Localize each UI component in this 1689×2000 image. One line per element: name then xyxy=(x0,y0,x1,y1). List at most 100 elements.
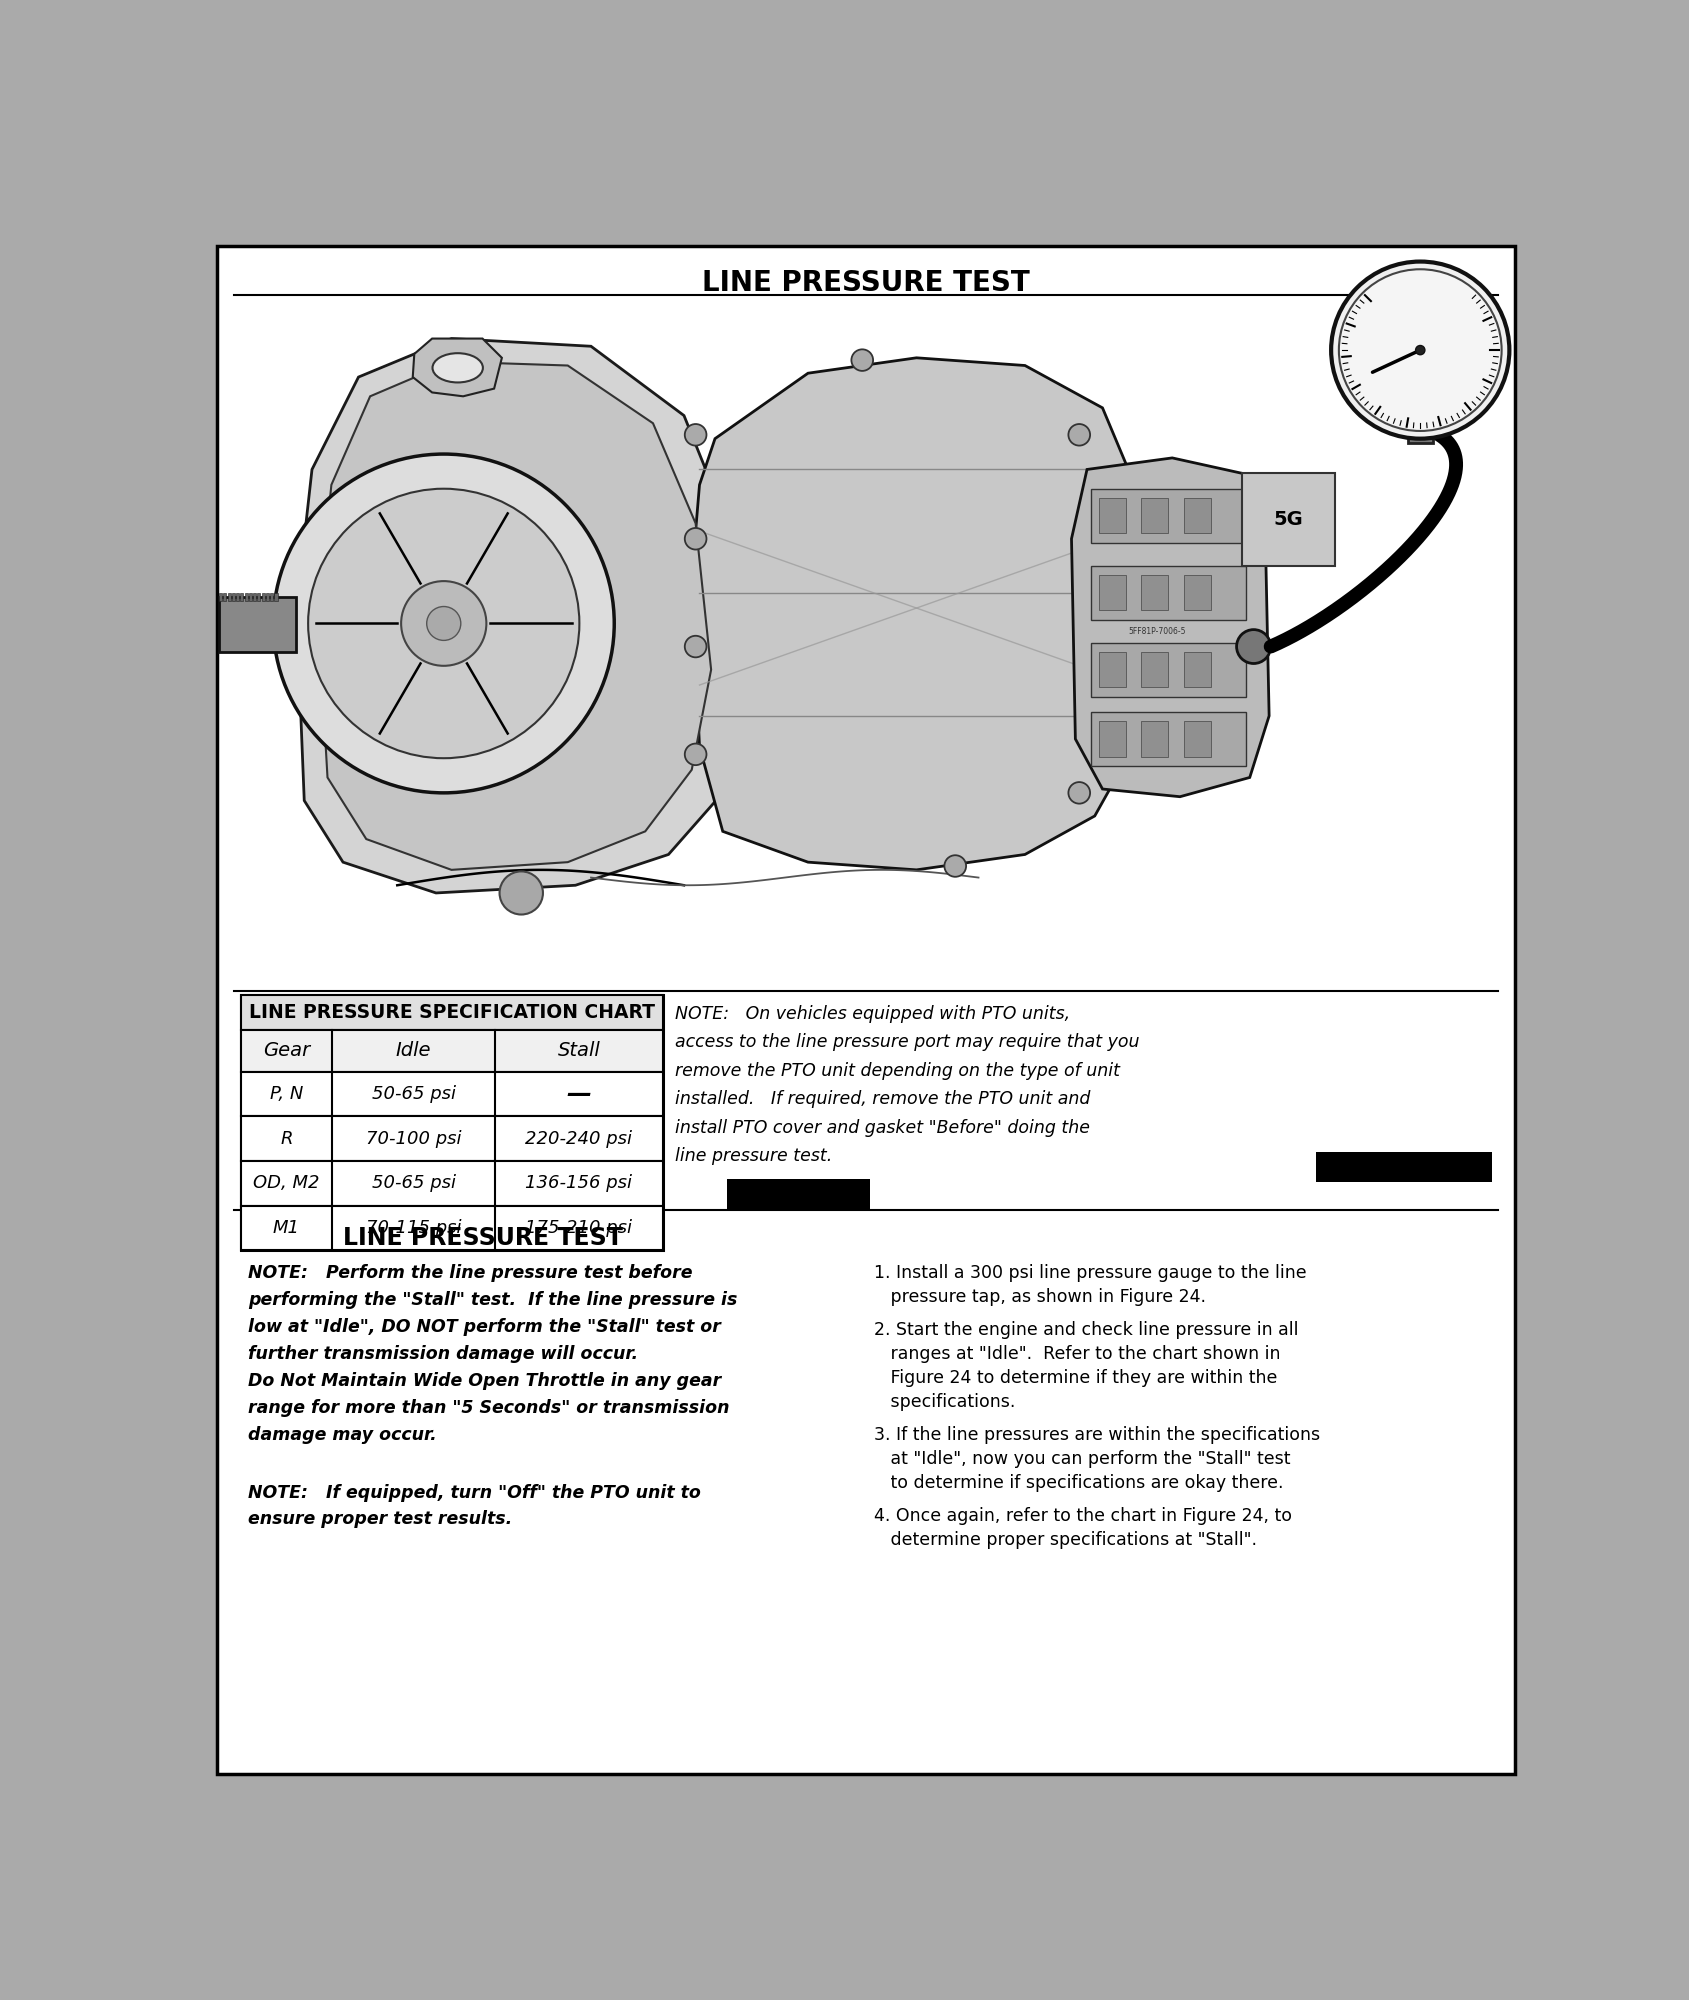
Circle shape xyxy=(400,582,486,666)
Bar xyxy=(1140,722,1167,756)
Circle shape xyxy=(1338,270,1502,430)
Bar xyxy=(1140,498,1167,534)
Circle shape xyxy=(684,528,706,550)
Text: low at "Idle", DO NOT perform the "Stall" test or: low at "Idle", DO NOT perform the "Stall… xyxy=(248,1318,721,1336)
Bar xyxy=(1140,574,1167,610)
Bar xyxy=(240,1206,662,1250)
Text: 5G: 5G xyxy=(1274,510,1302,530)
Text: ensure proper test results.: ensure proper test results. xyxy=(248,1510,512,1528)
Text: remove the PTO unit depending on the type of unit: remove the PTO unit depending on the typ… xyxy=(674,1062,1120,1080)
Polygon shape xyxy=(296,338,745,892)
Polygon shape xyxy=(1071,458,1268,796)
Polygon shape xyxy=(691,358,1149,870)
Circle shape xyxy=(851,350,873,370)
Bar xyxy=(262,592,265,602)
Text: further transmission damage will occur.: further transmission damage will occur. xyxy=(248,1344,638,1362)
Text: 5FF81P-7006-5: 5FF81P-7006-5 xyxy=(1127,626,1184,636)
Text: specifications.: specifications. xyxy=(873,1392,1015,1410)
Circle shape xyxy=(944,856,966,876)
Text: 50-65 psi: 50-65 psi xyxy=(372,1084,456,1102)
Circle shape xyxy=(1236,630,1270,664)
Text: —: — xyxy=(566,1082,591,1106)
Bar xyxy=(1140,652,1167,688)
Text: access to the line pressure port may require that you: access to the line pressure port may req… xyxy=(674,1034,1138,1052)
Text: OD, M2: OD, M2 xyxy=(253,1174,319,1192)
Bar xyxy=(1098,574,1125,610)
Text: 1. Install a 300 psi line pressure gauge to the line: 1. Install a 300 psi line pressure gauge… xyxy=(873,1264,1306,1282)
Bar xyxy=(1241,474,1334,566)
Circle shape xyxy=(1067,782,1089,804)
Text: LINE PRESSURE SPECIFICATION CHART: LINE PRESSURE SPECIFICATION CHART xyxy=(248,1002,655,1022)
Text: P, N: P, N xyxy=(270,1084,302,1102)
Text: LINE PRESSURE TEST: LINE PRESSURE TEST xyxy=(703,270,1029,298)
Bar xyxy=(240,1116,662,1160)
Bar xyxy=(1089,712,1245,766)
Bar xyxy=(253,592,257,602)
Text: line pressure test.: line pressure test. xyxy=(674,1148,831,1166)
Text: install PTO cover and gasket "Before" doing the: install PTO cover and gasket "Before" do… xyxy=(674,1118,1089,1136)
Bar xyxy=(231,592,235,602)
Text: NOTE:   If equipped, turn "Off" the PTO unit to: NOTE: If equipped, turn "Off" the PTO un… xyxy=(248,1484,701,1502)
Text: 4. Once again, refer to the chart in Figure 24, to: 4. Once again, refer to the chart in Fig… xyxy=(873,1506,1290,1524)
Text: range for more than "5 Seconds" or transmission: range for more than "5 Seconds" or trans… xyxy=(248,1398,730,1416)
Bar xyxy=(265,592,269,602)
Text: 70-100 psi: 70-100 psi xyxy=(365,1130,461,1148)
Text: Idle: Idle xyxy=(395,1042,431,1060)
Text: 70-115 psi: 70-115 psi xyxy=(365,1218,461,1236)
Bar xyxy=(240,994,662,1030)
Text: 136-156 psi: 136-156 psi xyxy=(525,1174,632,1192)
Text: at "Idle", now you can perform the "Stall" test: at "Idle", now you can perform the "Stal… xyxy=(873,1450,1290,1468)
Bar xyxy=(220,592,221,602)
Bar xyxy=(1098,652,1125,688)
Text: 220-240 psi: 220-240 psi xyxy=(525,1130,632,1148)
Bar xyxy=(274,592,277,602)
Text: ranges at "Idle".  Refer to the chart shown in: ranges at "Idle". Refer to the chart sho… xyxy=(873,1344,1280,1362)
Bar xyxy=(240,994,662,1250)
Text: 3. If the line pressures are within the specifications: 3. If the line pressures are within the … xyxy=(873,1426,1319,1444)
Circle shape xyxy=(500,872,542,914)
Bar xyxy=(257,592,260,602)
Ellipse shape xyxy=(432,354,483,382)
Bar xyxy=(1098,498,1125,534)
Bar xyxy=(1089,566,1245,620)
Bar xyxy=(248,592,252,602)
Text: 175-210 psi: 175-210 psi xyxy=(525,1218,632,1236)
Text: installed.   If required, remove the PTO unit and: installed. If required, remove the PTO u… xyxy=(674,1090,1089,1108)
Bar xyxy=(1098,722,1125,756)
Text: Gear: Gear xyxy=(263,1042,309,1060)
Bar xyxy=(1184,722,1211,756)
Bar xyxy=(240,1160,662,1206)
Text: determine proper specifications at "Stall".: determine proper specifications at "Stal… xyxy=(873,1530,1257,1548)
Bar xyxy=(236,592,240,602)
Text: Stall: Stall xyxy=(557,1042,600,1060)
Bar xyxy=(270,592,274,602)
Text: Figure 24 to determine if they are within the: Figure 24 to determine if they are withi… xyxy=(873,1368,1277,1386)
Bar xyxy=(240,1030,662,1072)
Bar xyxy=(220,596,296,652)
Text: NOTE:   Perform the line pressure test before: NOTE: Perform the line pressure test bef… xyxy=(248,1264,692,1282)
Bar xyxy=(1089,488,1245,542)
Bar xyxy=(240,1072,662,1116)
Text: damage may occur.: damage may occur. xyxy=(248,1426,437,1444)
Circle shape xyxy=(684,636,706,658)
Text: M1: M1 xyxy=(272,1218,299,1236)
Bar xyxy=(1184,574,1211,610)
Polygon shape xyxy=(412,338,502,396)
Bar xyxy=(240,592,243,602)
Circle shape xyxy=(684,744,706,766)
Text: 2. Start the engine and check line pressure in all: 2. Start the engine and check line press… xyxy=(873,1322,1297,1340)
Circle shape xyxy=(307,488,579,758)
Text: Do Not Maintain Wide Open Throttle in any gear: Do Not Maintain Wide Open Throttle in an… xyxy=(248,1372,721,1390)
Bar xyxy=(228,592,230,602)
Bar xyxy=(223,592,226,602)
Circle shape xyxy=(1067,424,1089,446)
Circle shape xyxy=(684,424,706,446)
Circle shape xyxy=(426,606,461,640)
Polygon shape xyxy=(318,362,711,870)
Circle shape xyxy=(274,454,613,792)
Text: 50-65 psi: 50-65 psi xyxy=(372,1174,456,1192)
Bar xyxy=(1089,642,1245,696)
Text: pressure tap, as shown in Figure 24.: pressure tap, as shown in Figure 24. xyxy=(873,1288,1206,1306)
Text: NOTE:   On vehicles equipped with PTO units,: NOTE: On vehicles equipped with PTO unit… xyxy=(674,1004,1069,1022)
Bar xyxy=(1407,404,1432,442)
